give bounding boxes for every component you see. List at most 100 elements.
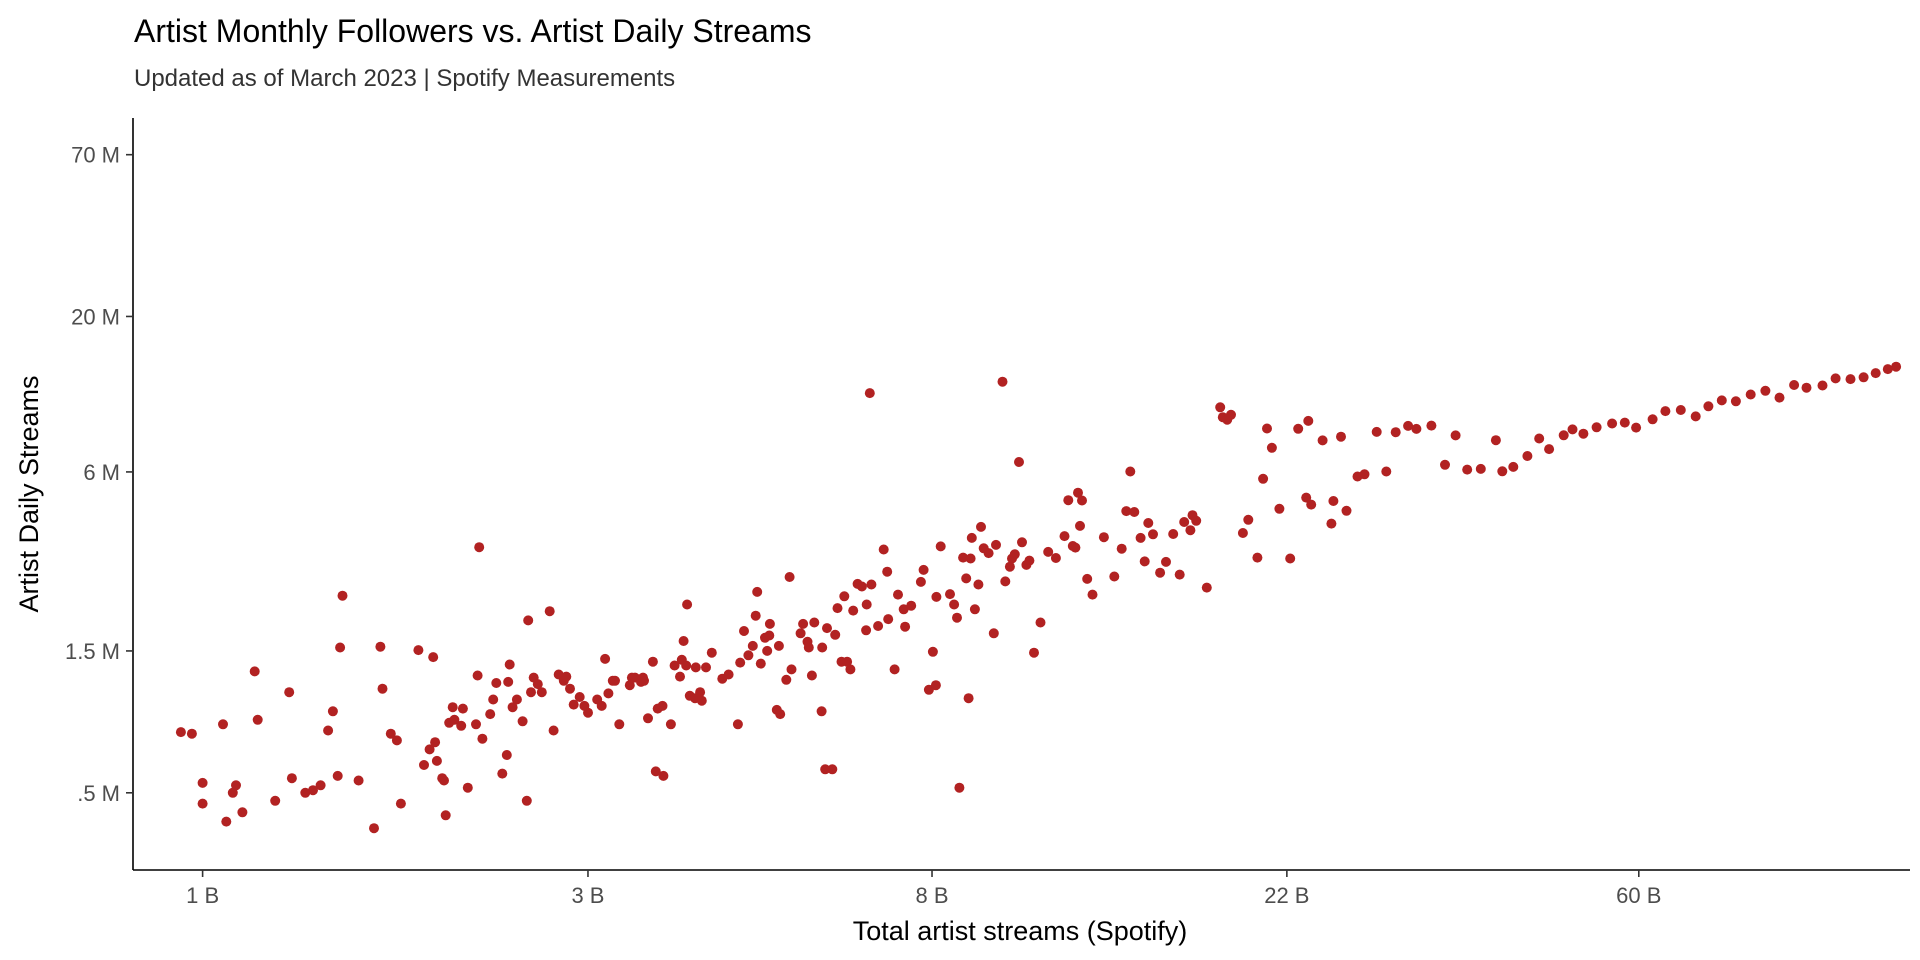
y-tick-label: 20 M [71, 304, 120, 329]
data-point [456, 720, 467, 731]
data-point [472, 670, 483, 681]
data-point [1462, 464, 1473, 475]
data-point [750, 610, 761, 621]
data-point [1450, 430, 1461, 441]
data-point [1243, 514, 1254, 525]
data-point [1135, 532, 1146, 543]
data-point [532, 679, 543, 690]
data-point [918, 564, 929, 575]
data-point [1578, 428, 1589, 439]
data-point [682, 599, 693, 610]
data-point [1125, 466, 1136, 477]
data-point [839, 591, 850, 602]
y-tick-label: 1.5 M [65, 639, 120, 664]
data-point [1073, 487, 1083, 498]
y-tick-label: 6 M [83, 460, 120, 485]
data-point [882, 566, 893, 577]
data-point [491, 678, 502, 688]
data-point [1567, 424, 1578, 435]
data-point [1647, 414, 1658, 425]
data-point [1059, 531, 1070, 542]
data-point [1359, 469, 1370, 480]
data-point [1660, 406, 1671, 417]
data-point [1490, 435, 1501, 446]
data-point [1185, 525, 1196, 536]
data-point [332, 770, 343, 781]
data-point [431, 755, 442, 766]
data-point [866, 579, 877, 590]
data-point [1063, 495, 1074, 506]
data-point [732, 719, 743, 730]
data-point [1326, 518, 1337, 529]
data-point [848, 605, 859, 616]
data-point [1745, 389, 1756, 400]
data-point [643, 713, 653, 724]
data-point [1155, 567, 1166, 578]
data-point [983, 548, 994, 559]
data-point [477, 733, 488, 744]
data-point [1014, 457, 1024, 467]
data-point [1631, 422, 1642, 433]
data-point [1143, 518, 1154, 528]
data-point [197, 777, 208, 788]
data-point [474, 542, 485, 553]
data-point [231, 780, 241, 791]
data-point [1403, 420, 1414, 431]
data-point [861, 599, 872, 610]
data-point [798, 618, 809, 629]
data-point [755, 658, 766, 669]
data-point [284, 687, 295, 698]
data-point [1082, 573, 1093, 584]
data-point [961, 573, 972, 584]
data-point [1000, 576, 1011, 587]
data-point [842, 656, 853, 667]
data-point [521, 795, 532, 806]
data-point [752, 586, 763, 597]
data-point [536, 687, 547, 698]
data-point [596, 700, 607, 711]
data-point [501, 750, 512, 760]
data-point [1161, 556, 1171, 567]
data-point [1070, 542, 1081, 553]
data-point [1148, 529, 1158, 540]
data-point [395, 798, 406, 809]
data-point [507, 702, 518, 713]
data-point [1730, 396, 1741, 407]
data-point [701, 662, 711, 673]
data-point [1087, 589, 1098, 600]
data-point [931, 591, 942, 602]
chart-subtitle: Updated as of March 2023 | Spotify Measu… [134, 65, 675, 92]
data-point [1043, 546, 1054, 557]
data-point [856, 581, 867, 592]
data-point [1497, 466, 1508, 477]
data-point [1215, 402, 1226, 413]
data-point [898, 604, 909, 615]
data-point [878, 544, 889, 555]
data-point [391, 735, 402, 746]
data-point [1035, 617, 1046, 628]
data-point [803, 642, 814, 653]
data-point [832, 603, 843, 614]
data-point [678, 636, 689, 646]
data-point [523, 615, 534, 626]
data-point [449, 714, 460, 725]
chart-title: Artist Monthly Followers vs. Artist Dail… [134, 13, 811, 49]
data-point [600, 653, 611, 664]
data-point [675, 671, 685, 682]
data-point [430, 737, 441, 748]
data-point [503, 676, 514, 687]
data-point [1285, 553, 1296, 564]
data-point [419, 760, 429, 770]
data-point [1558, 430, 1569, 441]
data-point [650, 766, 661, 777]
data-point [1116, 543, 1127, 554]
data-point [1201, 582, 1212, 593]
data-point [764, 618, 775, 629]
data-point [1274, 503, 1285, 514]
data-point [1426, 420, 1437, 431]
data-point [830, 629, 841, 640]
data-point [706, 647, 717, 658]
data-point [1129, 507, 1140, 517]
data-point [1508, 461, 1519, 472]
data-point [952, 612, 962, 623]
